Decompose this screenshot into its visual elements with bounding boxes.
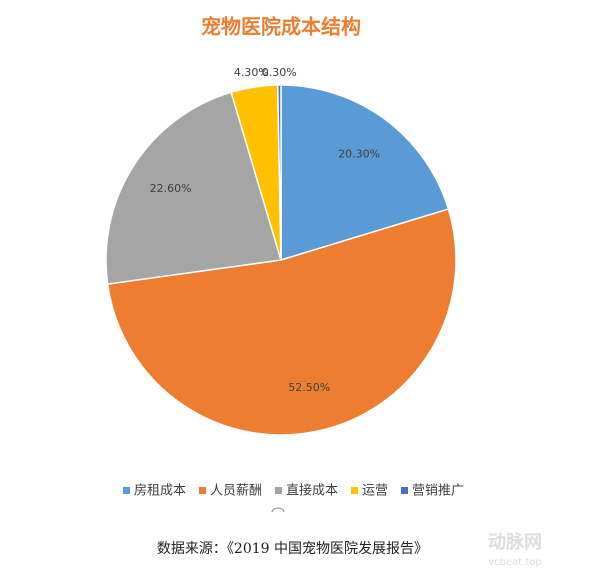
legend-label: 运营 xyxy=(362,484,388,499)
watermark: 动脉网 xyxy=(488,531,542,553)
data-label: 0.30% xyxy=(262,66,297,79)
pie-slice xyxy=(276,84,282,261)
legend-swatch xyxy=(199,487,206,494)
chart-title: 宠物医院成本结构 xyxy=(201,15,361,39)
legend-label: 直接成本 xyxy=(286,483,338,499)
legend-label: 人员薪酬 xyxy=(210,484,262,499)
legend-swatch xyxy=(401,487,408,494)
source-note: 数据来源：《2019 中国宠物医院发展报告》 xyxy=(157,541,428,557)
data-label: 22.60% xyxy=(150,182,192,195)
pie-slice xyxy=(106,208,457,436)
legend-swatch xyxy=(351,487,358,494)
data-label: 52.50% xyxy=(288,381,330,394)
pie-slice xyxy=(105,91,282,285)
legend-swatch xyxy=(123,487,130,494)
legend-label: 房租成本 xyxy=(134,483,186,499)
scroll-mark xyxy=(271,507,285,513)
data-label: 4.30% xyxy=(234,66,269,79)
legend-label: 营销推广 xyxy=(412,484,464,499)
data-label: 20.30% xyxy=(338,148,380,161)
pie-slice xyxy=(280,84,450,262)
legend-swatch xyxy=(275,487,282,494)
watermark: vcbeat.top xyxy=(488,557,542,568)
